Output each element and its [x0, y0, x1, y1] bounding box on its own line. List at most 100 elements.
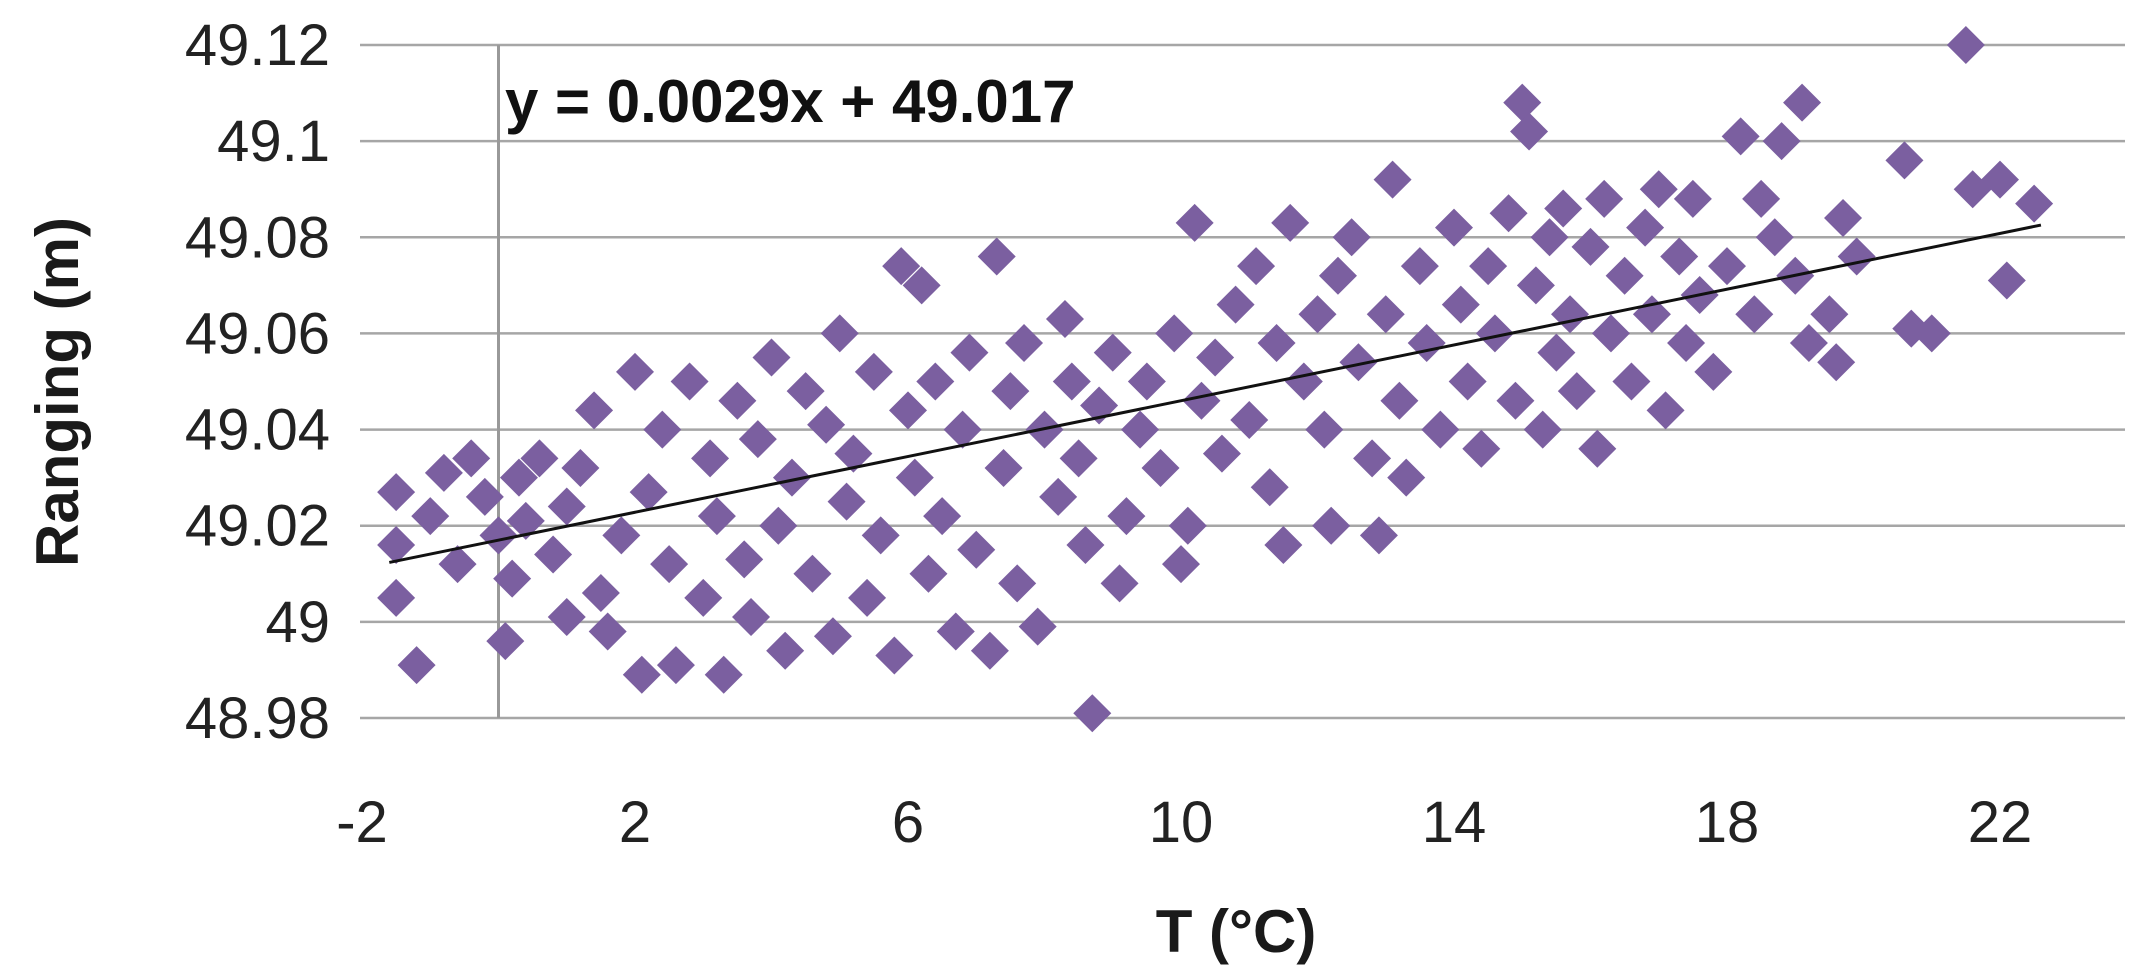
data-point — [588, 612, 627, 651]
data-point — [786, 372, 825, 411]
data-point — [793, 554, 832, 593]
data-point — [1298, 295, 1337, 334]
data-point — [486, 622, 525, 661]
data-points — [377, 26, 2054, 733]
data-point — [902, 266, 941, 305]
data-point — [1571, 227, 1610, 266]
data-point — [998, 564, 1037, 603]
data-point — [1448, 362, 1487, 401]
data-point — [1141, 449, 1180, 488]
data-point — [1059, 439, 1098, 478]
data-point — [909, 554, 948, 593]
data-point — [1817, 343, 1856, 382]
data-point — [861, 516, 900, 555]
data-point — [752, 338, 791, 377]
data-point — [1127, 362, 1166, 401]
data-point — [1783, 83, 1822, 122]
data-point — [1824, 199, 1863, 238]
data-point — [534, 535, 573, 574]
data-point — [1667, 324, 1706, 363]
data-point — [1544, 189, 1583, 228]
data-point — [950, 333, 989, 372]
data-point — [547, 598, 586, 637]
x-tick-label: 14 — [1422, 790, 1487, 855]
data-point — [697, 497, 736, 536]
data-point — [977, 237, 1016, 276]
data-point — [691, 439, 730, 478]
data-point — [684, 578, 723, 617]
x-axis-title: T (°C) — [1156, 898, 1317, 965]
data-point — [1100, 564, 1139, 603]
x-tick-label: 6 — [892, 790, 924, 855]
data-point — [1168, 506, 1207, 545]
data-point — [1005, 324, 1044, 363]
data-point — [1066, 525, 1105, 564]
data-point — [1523, 410, 1562, 449]
x-tick-label: 18 — [1695, 790, 1760, 855]
data-point — [718, 381, 757, 420]
data-point — [479, 516, 518, 555]
data-point — [943, 410, 982, 449]
data-point — [602, 516, 641, 555]
data-point — [1202, 434, 1241, 473]
data-point — [1264, 525, 1303, 564]
data-point — [1605, 256, 1644, 295]
x-tick-labels: -2 2 6 10 14 18 22 — [336, 790, 2032, 855]
data-point — [1441, 285, 1480, 324]
data-point — [499, 458, 538, 497]
data-point — [991, 372, 1030, 411]
data-point — [1646, 391, 1685, 430]
trendline — [388, 223, 2042, 564]
data-point — [424, 453, 463, 492]
data-point — [732, 598, 771, 637]
y-axis-title: Ranging (m) — [24, 217, 91, 567]
data-point — [807, 405, 846, 444]
data-point — [1380, 381, 1419, 420]
data-point — [411, 497, 450, 536]
data-point — [759, 506, 798, 545]
data-point — [1305, 410, 1344, 449]
data-point — [1981, 160, 2019, 199]
data-point — [1155, 314, 1194, 353]
data-point — [656, 646, 695, 685]
data-point — [1175, 203, 1214, 242]
data-point — [1612, 362, 1651, 401]
data-point — [1762, 122, 1801, 161]
data-point — [725, 540, 764, 579]
data-point — [1735, 295, 1774, 334]
data-point — [1591, 314, 1630, 353]
data-point — [820, 314, 859, 353]
data-point — [1510, 112, 1549, 151]
y-tick-label: 49.06 — [185, 301, 330, 366]
data-point — [506, 501, 545, 540]
data-point — [889, 391, 927, 430]
data-point — [1537, 333, 1576, 372]
data-point — [616, 352, 654, 391]
data-point — [1045, 300, 1084, 339]
y-tick-label: 48.98 — [185, 686, 330, 751]
y-tick-label: 49.08 — [185, 205, 330, 270]
data-point — [1400, 247, 1439, 286]
data-point — [916, 362, 955, 401]
data-point — [1660, 237, 1699, 276]
data-point — [1162, 545, 1200, 584]
data-point — [547, 487, 586, 526]
data-point — [650, 545, 689, 584]
data-point — [813, 617, 852, 656]
y-tick-label: 49 — [265, 590, 330, 655]
data-point — [1284, 362, 1323, 401]
data-point — [581, 574, 620, 613]
data-point — [1530, 218, 1569, 257]
data-point — [1708, 247, 1746, 286]
data-point — [377, 578, 416, 617]
data-point — [1039, 477, 1078, 516]
data-point — [629, 473, 668, 512]
data-point — [1810, 295, 1849, 334]
data-point — [670, 362, 709, 401]
x-tick-label: -2 — [336, 790, 388, 855]
data-point — [1121, 410, 1160, 449]
data-point — [1496, 381, 1535, 420]
data-point — [1339, 343, 1378, 382]
data-point — [1107, 497, 1146, 536]
